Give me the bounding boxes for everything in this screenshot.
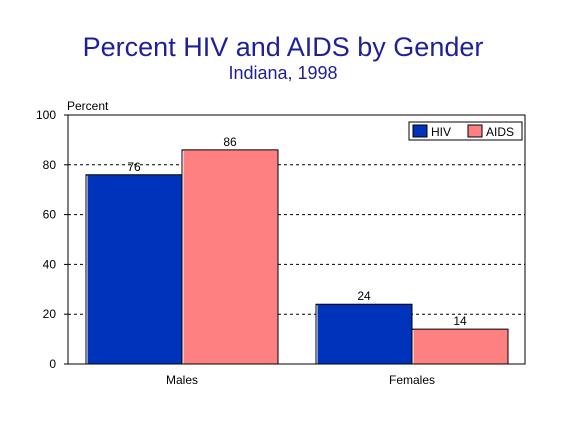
gridlines: [68, 164, 525, 315]
data-label: 24: [357, 289, 371, 303]
y-tick-label: 80: [43, 158, 57, 172]
bar-aids-females: [411, 328, 509, 365]
bar-hiv-males: [85, 174, 183, 365]
legend-label-hiv: HIV: [431, 125, 451, 139]
y-axis-ticks: 0 20 40 60 80 100: [36, 108, 68, 371]
data-label: 76: [127, 160, 141, 174]
x-tick-label: Males: [166, 373, 198, 387]
bars: 76 86 24 14: [85, 135, 509, 365]
legend-swatch-hiv: [412, 124, 428, 138]
data-label: 14: [453, 314, 467, 328]
legend-label-aids: AIDS: [486, 125, 514, 139]
chart-subtitle: Indiana, 1998: [228, 63, 338, 83]
data-label: 86: [223, 135, 237, 149]
bar-hiv-females: [315, 303, 413, 365]
plot-frame: [67, 114, 526, 365]
legend-swatch-aids: [467, 124, 483, 138]
x-tick-label: Females: [389, 373, 435, 387]
chart-title: Percent HIV and AIDS by Gender: [82, 32, 484, 62]
bar-aids-males: [181, 149, 279, 365]
y-tick-label: 100: [36, 108, 56, 122]
legend-box: [408, 121, 523, 141]
y-tick-label: 60: [43, 208, 57, 222]
y-tick-label: 0: [49, 357, 56, 371]
y-tick-label: 20: [43, 307, 57, 321]
y-axis-label: Percent: [67, 99, 109, 113]
y-tick-label: 40: [43, 257, 57, 271]
legend: HIV AIDS: [408, 121, 523, 141]
x-axis-ticks: Males Females: [166, 373, 435, 387]
